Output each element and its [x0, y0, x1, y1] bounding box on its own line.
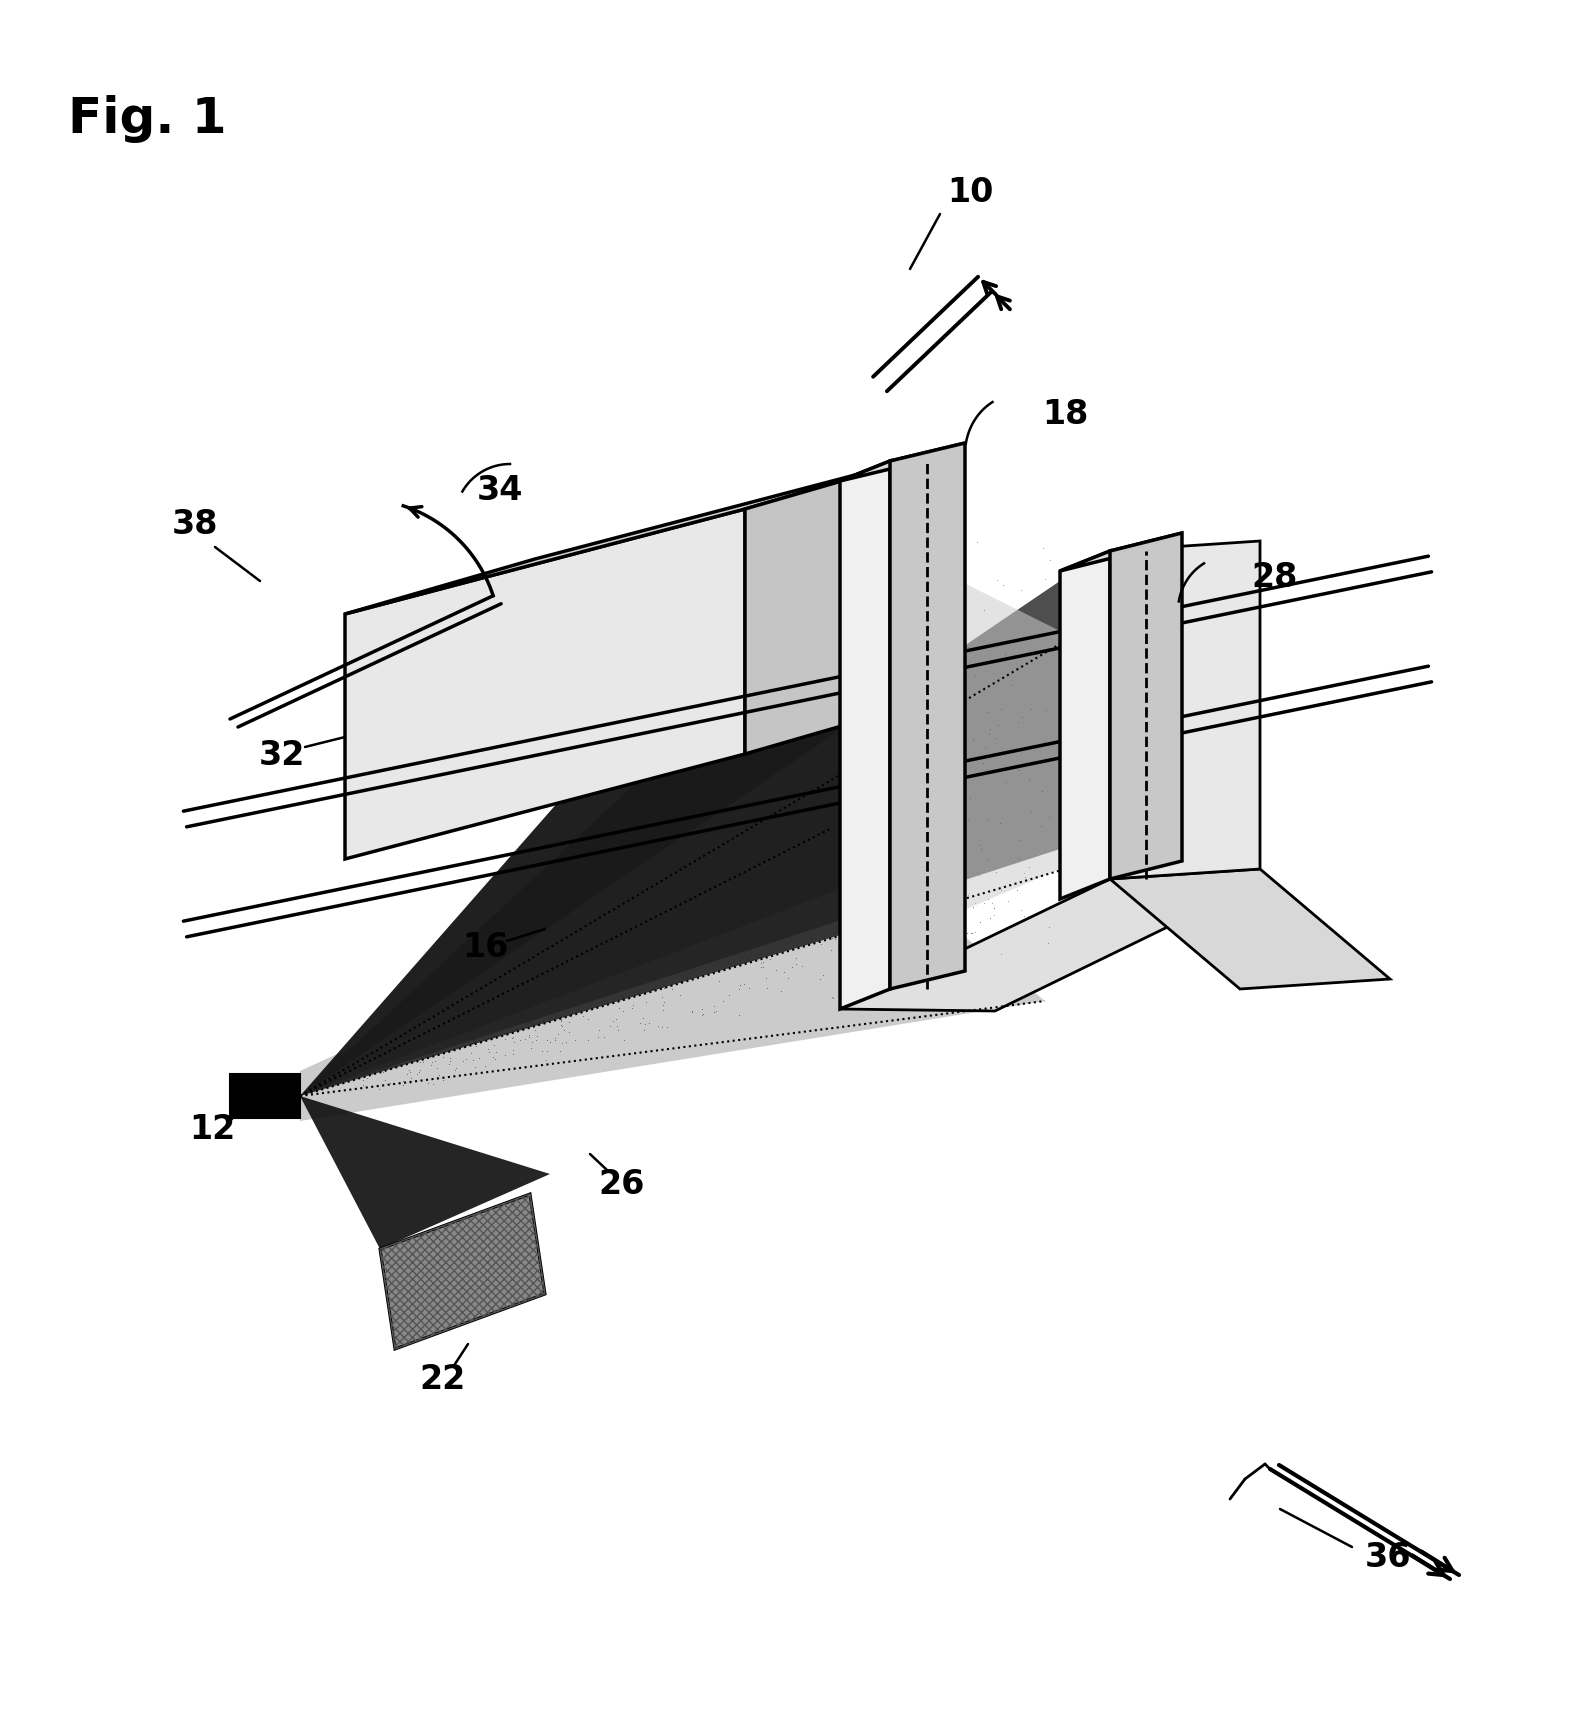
Text: 12: 12 — [188, 1112, 234, 1147]
Polygon shape — [1061, 552, 1110, 900]
Polygon shape — [1110, 533, 1182, 879]
Polygon shape — [300, 1097, 550, 1250]
Polygon shape — [300, 512, 928, 1097]
Polygon shape — [230, 1075, 300, 1118]
Text: 26: 26 — [598, 1167, 646, 1202]
Text: 28: 28 — [1252, 560, 1298, 595]
Polygon shape — [841, 444, 965, 482]
Polygon shape — [345, 454, 935, 615]
Polygon shape — [300, 482, 841, 1097]
Polygon shape — [890, 444, 965, 989]
Polygon shape — [345, 509, 745, 859]
Polygon shape — [380, 1195, 545, 1349]
Text: 38: 38 — [172, 509, 219, 542]
Polygon shape — [1110, 869, 1389, 989]
Text: 32: 32 — [258, 739, 305, 771]
Text: 36: 36 — [1365, 1541, 1412, 1573]
Polygon shape — [1061, 533, 1182, 572]
Polygon shape — [300, 581, 1061, 1097]
Polygon shape — [1110, 542, 1260, 879]
Polygon shape — [300, 830, 1045, 1121]
Text: Fig. 1: Fig. 1 — [69, 94, 226, 142]
Polygon shape — [920, 562, 1061, 929]
Text: 10: 10 — [947, 175, 994, 209]
Text: 22: 22 — [419, 1363, 466, 1395]
Text: 18: 18 — [1042, 398, 1088, 432]
Polygon shape — [841, 879, 1262, 1011]
Text: 16: 16 — [463, 931, 509, 963]
Polygon shape — [841, 461, 890, 1010]
Polygon shape — [745, 454, 935, 754]
Text: 34: 34 — [477, 473, 523, 506]
